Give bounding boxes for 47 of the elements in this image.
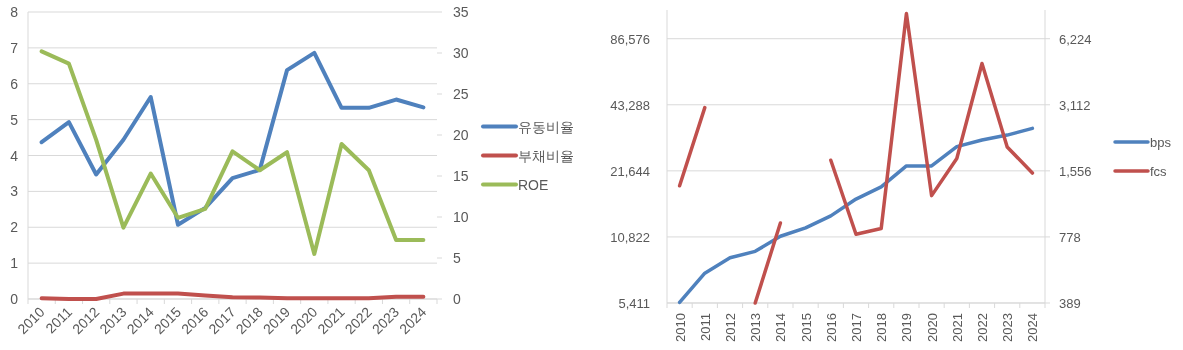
y-tick-label: 7	[10, 39, 19, 56]
y-tick-label: 10,822	[610, 229, 650, 245]
y-tick-label: 5,411	[618, 296, 650, 311]
x-tick-label: 2011	[697, 313, 713, 341]
x-tick-label: 2016	[823, 313, 839, 342]
x-tick-label: 2021	[949, 313, 965, 342]
y2-tick-label: 25	[453, 86, 469, 102]
y-tick-label: 2	[10, 219, 19, 236]
x-tick-label: 2019	[899, 313, 915, 342]
x-tick-label: 2013	[748, 313, 764, 342]
y2-tick-label: 35	[453, 4, 469, 20]
x-tick-label: 2022	[975, 313, 990, 342]
y-tick-label: 6	[10, 75, 19, 92]
x-tick-label: 2020	[924, 313, 940, 342]
y-tick-label: 43,288	[610, 97, 650, 113]
y-tick-label: 1	[10, 255, 19, 272]
y-tick-label: 8	[10, 4, 19, 20]
y-tick-label: 21,644	[610, 163, 650, 179]
x-tick-label: 2012	[723, 313, 738, 342]
x-tick-label: 2018	[874, 313, 890, 342]
legend-label: 부채비율	[518, 147, 574, 164]
y2-tick-label: 30	[453, 45, 469, 61]
x-tick-label: 2015	[798, 313, 814, 342]
y-tick-label: 3,112	[1059, 97, 1091, 113]
y-tick-label: 3	[10, 183, 19, 200]
x-tick-label: 2023	[1000, 313, 1016, 342]
y-tick-label: 6,224	[1059, 31, 1092, 47]
y2-tick-label: 20	[453, 127, 469, 143]
y-tick-label: 86,576	[610, 31, 650, 47]
y2-tick-label: 0	[453, 291, 461, 307]
x-tick-label: 2024	[1025, 313, 1041, 342]
legend-label: 유동비율	[518, 118, 574, 135]
y-tick-label: 0	[10, 291, 19, 307]
y-tick-label: 778	[1059, 229, 1081, 245]
y-tick-label: 389	[1059, 296, 1081, 311]
x-tick-label: 2014	[773, 313, 789, 342]
legend-label: bps	[1150, 135, 1172, 150]
y2-tick-label: 15	[453, 168, 469, 184]
y2-tick-label: 10	[453, 209, 469, 225]
y2-tick-label: 5	[453, 250, 461, 266]
legend-label: fcs	[1150, 164, 1168, 179]
y-tick-label: 4	[10, 147, 19, 164]
x-tick-label: 2010	[672, 313, 688, 342]
x-tick-label: 2017	[849, 313, 864, 342]
legend-label: ROE	[518, 176, 549, 193]
y-tick-label: 1,556	[1059, 163, 1092, 179]
y-tick-label: 5	[10, 111, 19, 128]
